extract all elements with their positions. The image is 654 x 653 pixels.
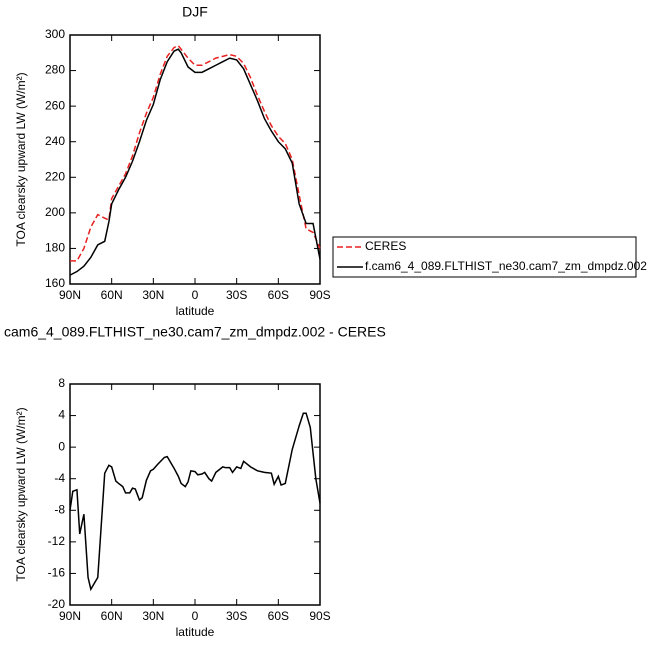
x-tick-label: 60N [101,609,123,623]
y-tick-label: 4 [58,408,65,422]
data-line [69,412,321,592]
y-axis-label: TOA clearsky upward LW (W/m²) [14,407,28,581]
x-tick-label: 0 [192,288,199,302]
y-tick-label: -16 [48,566,66,580]
legend-label: CERES [365,239,406,253]
x-tick-label: 60S [268,609,289,623]
plot-frame [69,383,321,606]
y-tick-label: -4 [54,471,65,485]
y-tick-label: 160 [45,276,65,290]
x-tick-label: 30N [142,609,164,623]
x-tick-label: 0 [192,609,199,623]
x-tick-label: 30S [226,609,247,623]
y-tick-label: -8 [54,502,65,516]
y-tick-label: 300 [45,27,65,41]
x-tick-label: 90N [59,609,81,623]
y-tick-label: 260 [45,98,65,112]
legend-frame [332,236,637,278]
y-tick-label: 0 [58,439,65,453]
chart-title: cam6_4_089.FLTHIST_ne30.cam7_zm_dmpdz.00… [4,324,386,340]
y-tick-label: -20 [48,597,66,611]
y-axis-label: TOA clearsky upward LW (W/m²) [14,72,28,246]
y-tick-label: 240 [45,134,65,148]
x-tick-label: 60S [268,288,289,302]
data-line [69,48,321,276]
x-axis-label: latitude [176,304,215,318]
y-tick-label: 180 [45,241,65,255]
x-tick-label: 30S [226,288,247,302]
x-tick-label: 30N [142,288,164,302]
x-axis-label: latitude [176,625,215,639]
y-tick-label: 220 [45,169,65,183]
y-tick-label: 200 [45,205,65,219]
y-tick-label: 280 [45,63,65,77]
x-tick-label: 90S [309,288,330,302]
x-tick-label: 60N [101,288,123,302]
x-tick-label: 90N [59,288,81,302]
chart-title: DJF [182,4,208,20]
y-tick-label: 8 [58,376,65,390]
y-tick-label: -12 [48,534,66,548]
x-tick-label: 90S [309,609,330,623]
legend-label: f.cam6_4_089.FLTHIST_ne30.cam7_zm_dmpdz.… [365,259,647,273]
